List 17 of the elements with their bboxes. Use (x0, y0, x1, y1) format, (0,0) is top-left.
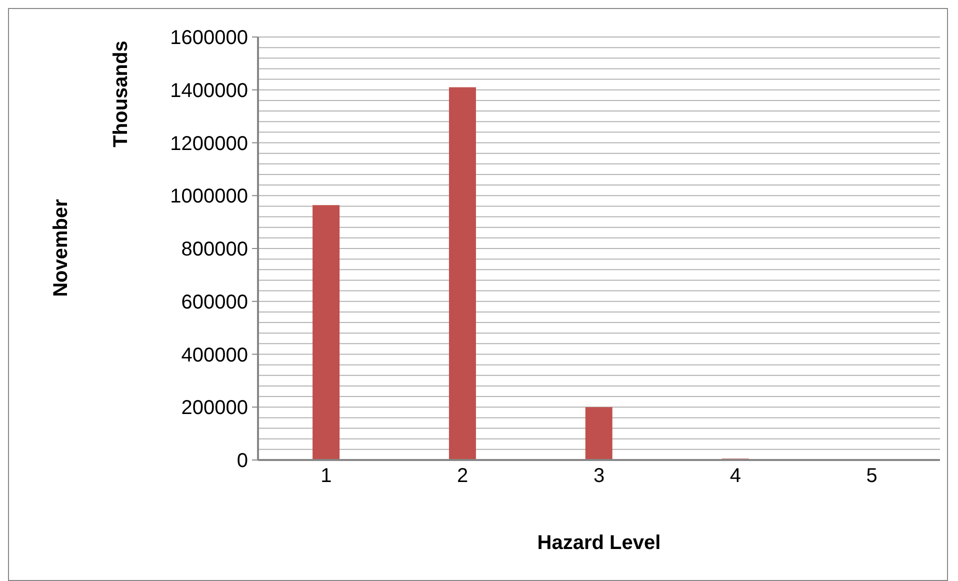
y-tick-label: 600000 (181, 291, 248, 314)
x-tick-label: 5 (866, 465, 878, 488)
x-tick-label: 2 (457, 465, 468, 488)
x-tick-label: 1 (320, 465, 332, 488)
text: Thousands (110, 40, 132, 148)
x-tick-label: 3 (593, 465, 605, 488)
y-tick-label: 0 (236, 450, 248, 472)
y-tick-label: 1200000 (170, 132, 248, 155)
y-tick-label: 1600000 (170, 27, 248, 49)
y-tick-label: 1000000 (170, 186, 248, 208)
y-tick-label: 400000 (181, 344, 248, 366)
y-tick-label: 1400000 (170, 80, 248, 102)
y-tick-label: 200000 (181, 397, 248, 420)
x-tick-label: 4 (730, 465, 741, 488)
text: November (50, 198, 72, 297)
y-tick-label: 800000 (181, 238, 248, 260)
x-axis-title: Hazard Level (537, 532, 661, 554)
